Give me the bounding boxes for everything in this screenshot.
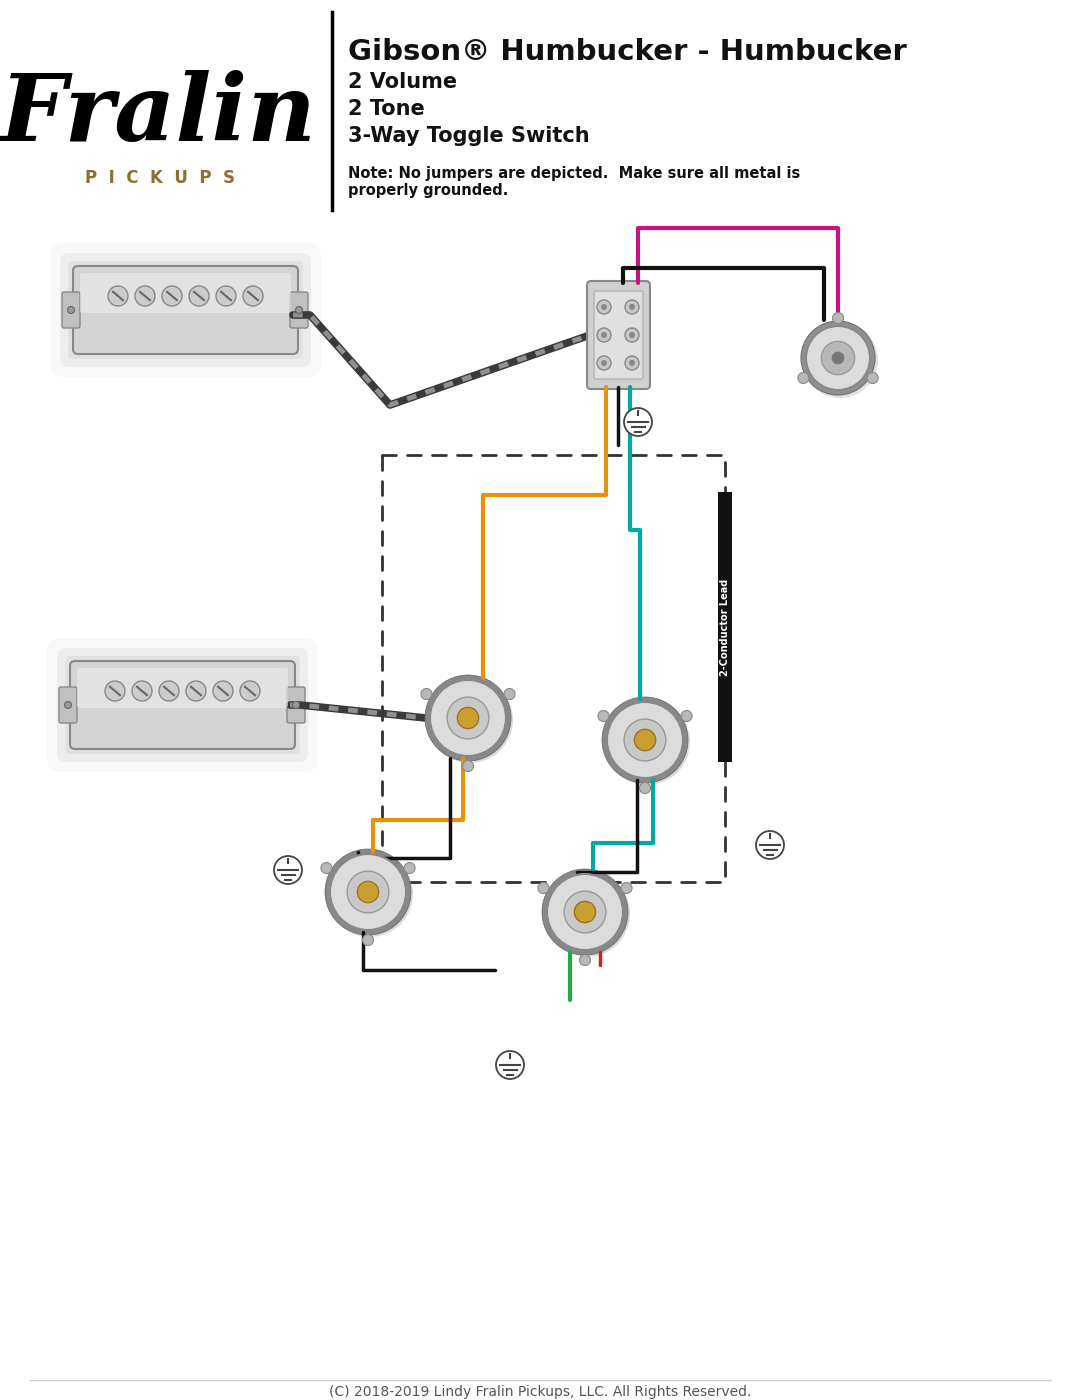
Circle shape <box>425 675 511 762</box>
Circle shape <box>601 360 608 365</box>
Circle shape <box>132 680 152 701</box>
Circle shape <box>867 372 878 384</box>
Circle shape <box>635 729 656 750</box>
Circle shape <box>564 890 605 932</box>
FancyBboxPatch shape <box>57 648 308 762</box>
Circle shape <box>832 312 843 323</box>
FancyBboxPatch shape <box>286 687 305 722</box>
Circle shape <box>629 332 635 337</box>
Circle shape <box>640 783 651 794</box>
Circle shape <box>240 680 261 701</box>
Circle shape <box>608 701 683 778</box>
Circle shape <box>330 854 406 930</box>
Text: Note: No jumpers are depicted.  Make sure all metal is
properly grounded.: Note: No jumpers are depicted. Make sure… <box>348 167 800 199</box>
Circle shape <box>602 697 688 783</box>
Circle shape <box>597 300 611 314</box>
Circle shape <box>625 356 639 370</box>
Circle shape <box>624 407 652 435</box>
Circle shape <box>430 680 506 756</box>
Circle shape <box>601 304 608 309</box>
Circle shape <box>806 326 870 391</box>
Circle shape <box>463 760 473 771</box>
Text: (C) 2018-2019 Lindy Fralin Pickups, LLC. All Rights Reserved.: (C) 2018-2019 Lindy Fralin Pickups, LLC.… <box>329 1385 751 1399</box>
Circle shape <box>186 680 206 701</box>
Circle shape <box>162 286 182 307</box>
Circle shape <box>798 372 809 384</box>
FancyBboxPatch shape <box>50 244 321 377</box>
Circle shape <box>604 699 690 785</box>
FancyBboxPatch shape <box>46 638 318 771</box>
Circle shape <box>427 678 513 763</box>
Circle shape <box>574 902 596 923</box>
Text: P  I  C  K  U  P  S: P I C K U P S <box>85 169 235 188</box>
FancyBboxPatch shape <box>68 260 303 358</box>
Circle shape <box>273 855 302 883</box>
Circle shape <box>629 304 635 309</box>
Circle shape <box>822 342 855 375</box>
Circle shape <box>448 697 489 739</box>
FancyBboxPatch shape <box>77 668 288 708</box>
Text: 2 Tone: 2 Tone <box>348 99 425 119</box>
Circle shape <box>542 869 628 955</box>
Circle shape <box>321 862 332 874</box>
Text: 2-Conductor Lead: 2-Conductor Lead <box>720 578 730 676</box>
Circle shape <box>622 882 632 893</box>
Circle shape <box>216 286 236 307</box>
Circle shape <box>801 321 875 395</box>
Circle shape <box>579 955 590 966</box>
Circle shape <box>65 701 71 708</box>
Circle shape <box>67 307 75 314</box>
Circle shape <box>756 832 784 860</box>
FancyBboxPatch shape <box>593 291 643 379</box>
FancyBboxPatch shape <box>61 253 311 367</box>
Bar <box>718 491 732 762</box>
Circle shape <box>189 286 209 307</box>
Circle shape <box>629 360 635 365</box>
Circle shape <box>504 689 515 700</box>
Circle shape <box>496 1051 524 1079</box>
Circle shape <box>404 862 415 874</box>
Circle shape <box>802 322 878 398</box>
Circle shape <box>601 332 608 337</box>
Text: 2 Volume: 2 Volume <box>348 71 457 92</box>
Circle shape <box>421 689 432 700</box>
Circle shape <box>325 848 411 935</box>
Circle shape <box>243 286 263 307</box>
Circle shape <box>358 882 378 903</box>
FancyBboxPatch shape <box>290 293 308 328</box>
Circle shape <box>831 351 844 364</box>
Circle shape <box>293 701 299 708</box>
FancyBboxPatch shape <box>65 657 301 755</box>
Circle shape <box>135 286 155 307</box>
FancyBboxPatch shape <box>59 687 77 722</box>
Circle shape <box>159 680 179 701</box>
Circle shape <box>538 882 549 893</box>
Circle shape <box>598 711 609 721</box>
FancyBboxPatch shape <box>70 661 295 749</box>
Circle shape <box>295 307 303 314</box>
Text: Gibson® Humbucker - Humbucker: Gibson® Humbucker - Humbucker <box>348 38 907 66</box>
Circle shape <box>597 328 611 342</box>
Circle shape <box>547 874 623 951</box>
Circle shape <box>105 680 125 701</box>
Circle shape <box>624 720 666 762</box>
Circle shape <box>597 356 611 370</box>
Circle shape <box>625 300 639 314</box>
Circle shape <box>681 711 692 721</box>
Circle shape <box>326 851 413 937</box>
Circle shape <box>108 286 128 307</box>
Circle shape <box>213 680 233 701</box>
Circle shape <box>625 328 639 342</box>
Circle shape <box>362 935 374 945</box>
Text: Fralin: Fralin <box>0 70 317 160</box>
Circle shape <box>457 707 479 728</box>
FancyBboxPatch shape <box>80 273 291 314</box>
FancyBboxPatch shape <box>62 293 80 328</box>
Circle shape <box>544 871 630 958</box>
Circle shape <box>347 871 389 913</box>
FancyBboxPatch shape <box>74 266 298 354</box>
FancyBboxPatch shape <box>587 281 650 389</box>
Text: 3-Way Toggle Switch: 3-Way Toggle Switch <box>348 126 589 146</box>
